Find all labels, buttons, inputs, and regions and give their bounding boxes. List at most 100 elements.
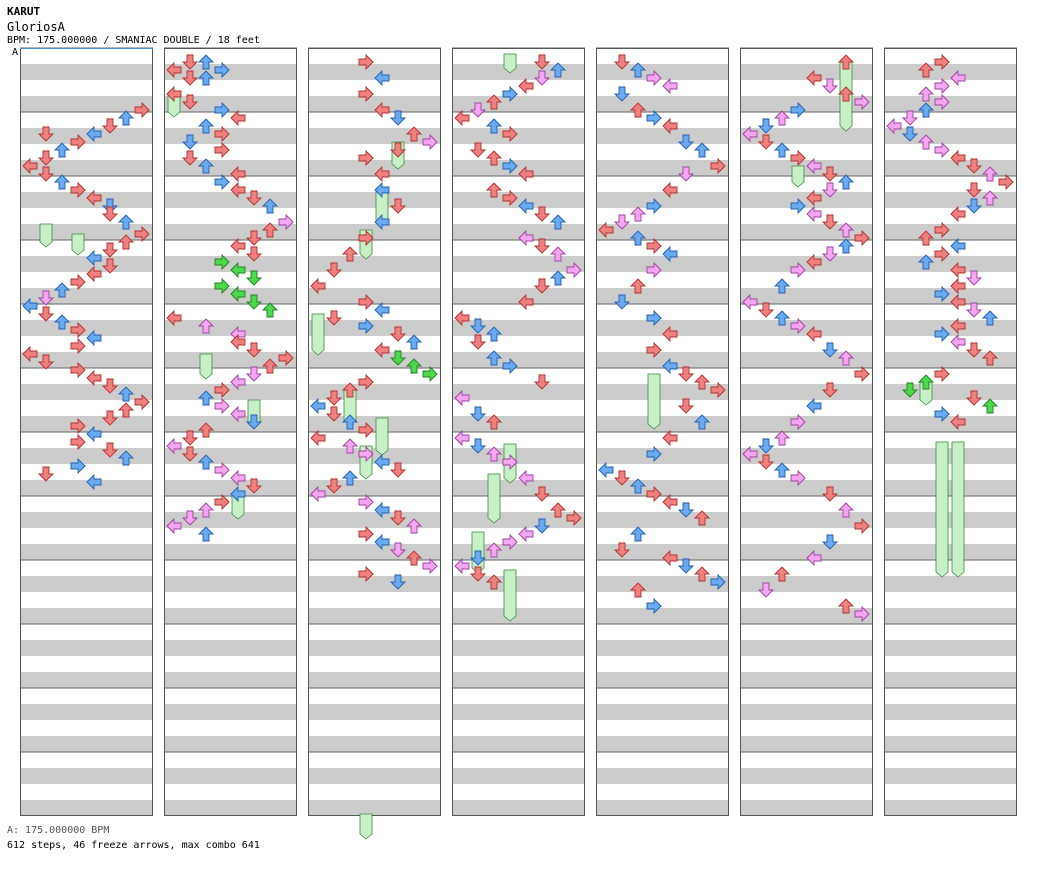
step-arrow [821, 166, 839, 182]
beat-stripe [596, 224, 729, 240]
step-arrow [646, 445, 662, 463]
step-arrow [821, 382, 839, 398]
step-arrow [245, 230, 263, 246]
step-arrow [325, 262, 343, 278]
step-arrow [117, 450, 135, 466]
beat-stripe [452, 672, 585, 688]
beat-stripe [164, 480, 297, 496]
beat-stripe [596, 320, 729, 336]
step-arrow [37, 166, 55, 182]
beat-stripe [20, 384, 153, 400]
step-arrow [837, 238, 855, 254]
step-arrow [245, 270, 263, 286]
step-arrow [821, 246, 839, 262]
step-arrow [230, 485, 246, 503]
beat-stripe [596, 672, 729, 688]
step-arrow [134, 101, 150, 119]
beat-stripe [308, 224, 441, 240]
freeze-arrow [503, 53, 517, 74]
beat-stripe [884, 352, 1017, 368]
beat-stripe [308, 64, 441, 80]
beat-stripe [308, 480, 441, 496]
step-arrow [341, 438, 359, 454]
step-arrow [662, 181, 678, 199]
beat-stripe [308, 512, 441, 528]
step-arrow [934, 221, 950, 239]
beat-stripe [164, 192, 297, 208]
step-arrow [278, 213, 294, 231]
step-arrow [214, 101, 230, 119]
beat-stripe [740, 256, 873, 272]
step-arrow [934, 245, 950, 263]
step-arrow [742, 293, 758, 311]
step-arrow [358, 85, 374, 103]
beat-stripe [740, 512, 873, 528]
artist-name: KARUT [7, 5, 41, 18]
step-arrow [566, 261, 582, 279]
step-arrow [806, 253, 822, 271]
step-arrow [181, 430, 199, 446]
step-arrow [950, 205, 966, 223]
beat-stripe [164, 512, 297, 528]
step-arrow [341, 382, 359, 398]
step-arrow [245, 366, 263, 382]
step-arrow [533, 206, 551, 222]
step-arrow [613, 86, 631, 102]
freeze-arrow [951, 441, 965, 578]
step-arrow [934, 365, 950, 383]
step-arrow [374, 69, 390, 87]
step-arrow [70, 273, 86, 291]
beat-stripe [308, 672, 441, 688]
beat-stripe [164, 608, 297, 624]
step-arrow [117, 110, 135, 126]
step-arrow [806, 189, 822, 207]
step-arrow [389, 142, 407, 158]
step-arrow [245, 294, 263, 310]
step-arrow [341, 414, 359, 430]
step-arrow [389, 110, 407, 126]
step-arrow [454, 109, 470, 127]
beat-stripe [308, 160, 441, 176]
step-arrow [101, 410, 119, 426]
chart-column-border [308, 48, 441, 816]
step-arrow [101, 258, 119, 274]
step-arrow [389, 574, 407, 590]
step-arrow [454, 557, 470, 575]
step-arrow [518, 197, 534, 215]
step-arrow [998, 173, 1014, 191]
beat-stripe [740, 576, 873, 592]
step-arrow [854, 229, 870, 247]
step-arrow [389, 510, 407, 526]
step-arrow [837, 502, 855, 518]
step-arrow [422, 365, 438, 383]
step-arrow [101, 118, 119, 134]
step-arrow [613, 214, 631, 230]
beat-stripe [596, 704, 729, 720]
step-arrow [166, 85, 182, 103]
step-arrow [646, 309, 662, 327]
step-arrow [965, 342, 983, 358]
beat-stripe [884, 800, 1017, 816]
step-arrow [166, 437, 182, 455]
step-arrow [197, 454, 215, 470]
beat-stripe [740, 768, 873, 784]
step-arrow [374, 165, 390, 183]
step-arrow [629, 62, 647, 78]
step-arrow [821, 214, 839, 230]
step-arrow [662, 357, 678, 375]
beat-stripe [164, 64, 297, 80]
step-arrow [518, 165, 534, 183]
beat-stripe [596, 416, 729, 432]
step-arrow [37, 466, 55, 482]
bpm-legend: A: 175.000000 BPM [7, 825, 110, 836]
step-arrow [374, 101, 390, 119]
beat-stripe [740, 672, 873, 688]
step-arrow [261, 222, 279, 238]
step-arrow [677, 166, 695, 182]
beat-stripe [164, 800, 297, 816]
step-arrow [662, 245, 678, 263]
step-arrow [181, 134, 199, 150]
beat-stripe [20, 224, 153, 240]
step-arrow [757, 302, 775, 318]
step-arrow [821, 182, 839, 198]
